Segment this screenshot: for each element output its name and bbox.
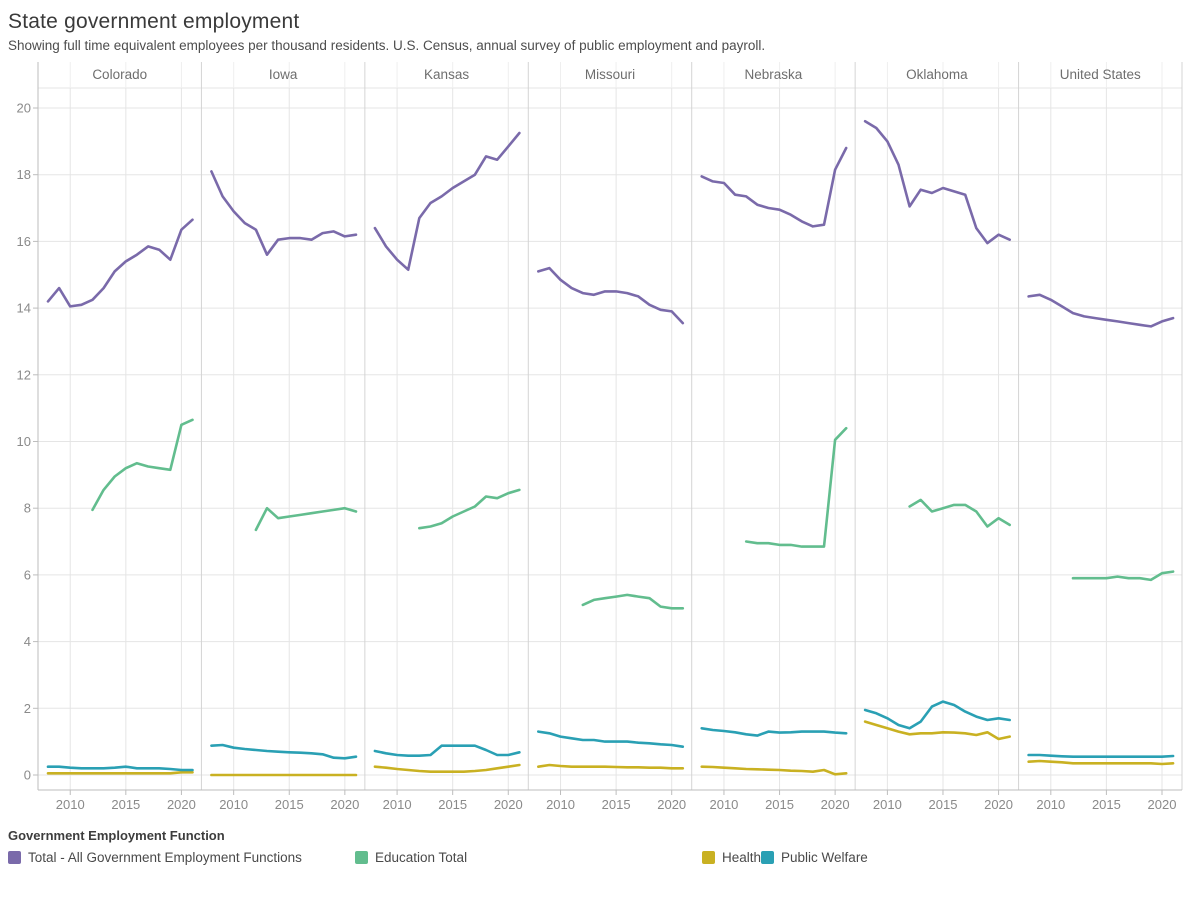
series-line-education (744, 426, 848, 548)
legend-grid: Total - All Government Employment Functi… (8, 847, 868, 868)
legend-item-total: Total - All Government Employment Functi… (8, 847, 355, 868)
legend: Government Employment Function Total - A… (8, 828, 868, 868)
legend-label-total: Total - All Government Employment Functi… (28, 850, 302, 865)
series-line-public_welfare (863, 700, 1012, 730)
y-axis-tick-label: 4 (24, 634, 31, 649)
panel-iowa: 2010 2015 2020 Iowa (200, 62, 365, 812)
legend-label-health: Health (722, 850, 762, 865)
public-welfare-series-swatch (761, 851, 775, 864)
facet-label: Oklahoma (906, 67, 968, 82)
x-axis-tick-label: 2020 (494, 797, 523, 812)
series-line-total (536, 266, 685, 325)
y-axis-tick-label: 18 (17, 167, 31, 182)
series-line-total (700, 146, 848, 228)
health-series-swatch (702, 851, 715, 864)
series-line-total (210, 170, 358, 256)
series-line-total (1027, 293, 1175, 328)
facet-label: Colorado (92, 67, 147, 82)
panel-nebraska: 2010 2015 2020 Nebraska (691, 62, 856, 812)
series-line-total (46, 218, 194, 308)
series-line-public_welfare (373, 744, 521, 758)
y-axis-tick-label: 10 (17, 434, 31, 449)
legend-item-public-welfare: Public Welfare (761, 847, 868, 868)
y-axis-tick-label: 2 (24, 701, 31, 716)
x-axis-tick-label: 2020 (330, 797, 359, 812)
series-line-public_welfare (210, 743, 358, 760)
x-axis-tick-label: 2020 (657, 797, 686, 812)
panel-kansas: 2010 2015 2020 Kansas (364, 62, 529, 812)
panel-united-states: 2010 2015 2020 United States (1018, 62, 1183, 812)
series-line-health (1027, 759, 1175, 766)
series-line-health (46, 770, 194, 775)
legend-item-education: Education Total (355, 847, 702, 868)
x-axis-tick-label: 2015 (1092, 797, 1121, 812)
x-axis-tick-label: 2020 (821, 797, 850, 812)
x-axis-tick-label: 2010 (709, 797, 738, 812)
series-line-education (1071, 570, 1175, 582)
small-multiples-chart: 0 2 4 6 8 10 12 14 16 18 20 2010 2015 2020 Colorado 201… (17, 62, 1183, 812)
y-axis-tick-label: 0 (24, 768, 31, 783)
legend-title: Government Employment Function (8, 828, 225, 843)
y-axis-tick-label: 8 (24, 501, 31, 516)
x-axis-tick-label: 2010 (873, 797, 902, 812)
legend-item-health: Health (702, 847, 761, 868)
series-line-health (700, 765, 848, 776)
facet-label: Nebraska (745, 67, 803, 82)
x-axis-tick-label: 2015 (275, 797, 304, 812)
facet-label: Missouri (585, 67, 635, 82)
panel-colorado: 2010 2015 2020 Colorado (37, 62, 202, 812)
total-series-swatch (8, 851, 21, 864)
y-axis-tick-label: 6 (24, 567, 31, 582)
series-line-education (417, 488, 521, 530)
facet-label: Kansas (424, 67, 469, 82)
series-line-health (373, 763, 521, 774)
x-axis-tick-label: 2015 (111, 797, 140, 812)
x-axis-tick-label: 2015 (438, 797, 467, 812)
x-axis-tick-label: 2010 (219, 797, 248, 812)
series-line-public_welfare (700, 726, 848, 737)
x-axis-tick-label: 2015 (602, 797, 631, 812)
y-axis-tick-label: 16 (17, 234, 31, 249)
y-axis: 0 2 4 6 8 10 12 14 16 18 20 (17, 101, 38, 783)
series-line-education (254, 506, 358, 532)
page-subtitle: Showing full time equivalent employees p… (8, 38, 766, 53)
x-axis-tick-label: 2020 (1148, 797, 1177, 812)
legend-label-public-welfare: Public Welfare (781, 850, 868, 865)
y-axis-tick-label: 20 (17, 101, 31, 116)
panel-missouri: 2010 2015 2020 Missouri (527, 62, 692, 812)
x-axis-tick-label: 2010 (56, 797, 85, 812)
facet-label: United States (1060, 67, 1141, 82)
y-axis-tick-label: 14 (17, 301, 31, 316)
series-line-health (536, 763, 685, 770)
series-line-total (863, 120, 1012, 245)
facet-label: Iowa (269, 67, 298, 82)
legend-label-education: Education Total (375, 850, 468, 865)
x-axis-tick-label: 2010 (1036, 797, 1065, 812)
x-axis-tick-label: 2020 (984, 797, 1013, 812)
series-line-public_welfare (46, 765, 194, 772)
series-line-education (581, 593, 685, 610)
series-line-total (373, 131, 521, 272)
series-line-health (863, 720, 1012, 741)
series-line-education (91, 418, 194, 512)
series-line-public_welfare (536, 730, 685, 749)
x-axis-tick-label: 2015 (765, 797, 794, 812)
series-line-education (908, 498, 1012, 528)
x-axis-tick-label: 2010 (546, 797, 575, 812)
page-title: State government employment (8, 10, 300, 33)
x-axis-tick-label: 2010 (383, 797, 412, 812)
education-series-swatch (355, 851, 368, 864)
x-axis-tick-label: 2015 (929, 797, 958, 812)
series-line-public_welfare (1027, 753, 1175, 759)
x-axis-tick-label: 2020 (167, 797, 196, 812)
panel-oklahoma: 2010 2015 2020 Oklahoma (854, 62, 1019, 812)
y-axis-tick-label: 12 (17, 367, 31, 382)
